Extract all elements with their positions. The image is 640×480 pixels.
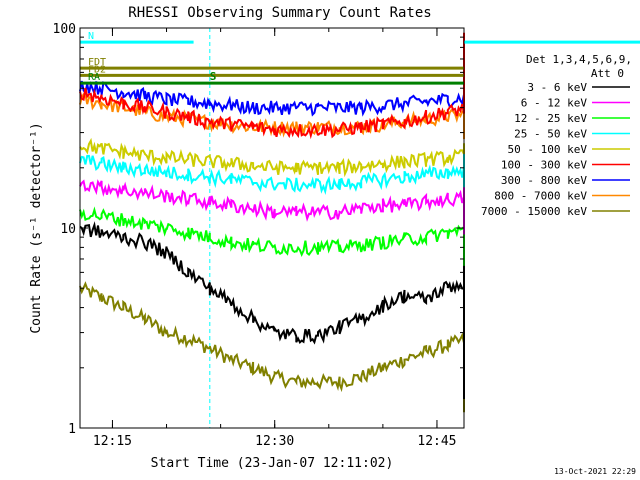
- x-tick-label: 12:15: [93, 434, 132, 449]
- x-axis-ticks: 12:15 12:30 12:45: [93, 28, 457, 449]
- legend-label: 6 - 12 keV: [521, 97, 588, 110]
- legend-label: 25 - 50 keV: [514, 128, 587, 141]
- flags-layer: NFDTFD2RAFS: [80, 31, 640, 85]
- flag-label-ra: RA: [88, 72, 100, 83]
- legend-label: 800 - 7000 keV: [494, 190, 587, 203]
- legend-label: 7000 - 15000 keV: [481, 205, 587, 218]
- y-tick-label: 10: [60, 222, 76, 237]
- footer-timestamp: 13-Oct-2021 22:29: [554, 467, 636, 476]
- chart-title: RHESSI Observing Summary Count Rates: [128, 5, 431, 21]
- legend-label: 100 - 300 keV: [501, 159, 587, 172]
- legend-entries: 3 - 6 keV 6 - 12 keV 12 - 25 keV 25 - 50 ke…: [481, 81, 630, 218]
- y-tick-label: 1: [68, 422, 76, 437]
- flag-label-fd2: FD2: [88, 64, 106, 75]
- legend-header-detectors: Det 1,3,4,5,6,9,: [526, 53, 632, 66]
- y-tick-label: 100: [53, 22, 76, 37]
- x-tick-label: 12:45: [417, 434, 456, 449]
- legend-label: 12 - 25 keV: [514, 112, 587, 125]
- legend-label: 50 - 100 keV: [508, 143, 588, 156]
- flag-mark-s: S: [210, 70, 217, 83]
- x-tick-label: 12:30: [255, 434, 294, 449]
- x-axis-label: Start Time (23-Jan-07 12:11:02): [151, 456, 394, 471]
- y-axis-label: Count Rate (s⁻¹ detector⁻¹): [29, 122, 44, 333]
- legend-label: 300 - 800 keV: [501, 174, 587, 187]
- flag-label-fdt: FDT: [88, 57, 106, 68]
- legend-header-attenuator: Att 0: [591, 67, 624, 80]
- legend-label: 3 - 6 keV: [527, 81, 587, 94]
- y-axis-ticks: 1 10 100: [53, 22, 464, 437]
- flag-label-n: N: [88, 31, 94, 42]
- legend: Det 1,3,4,5,6,9, Att 0 3 - 6 keV 6 - 12 k…: [481, 53, 632, 218]
